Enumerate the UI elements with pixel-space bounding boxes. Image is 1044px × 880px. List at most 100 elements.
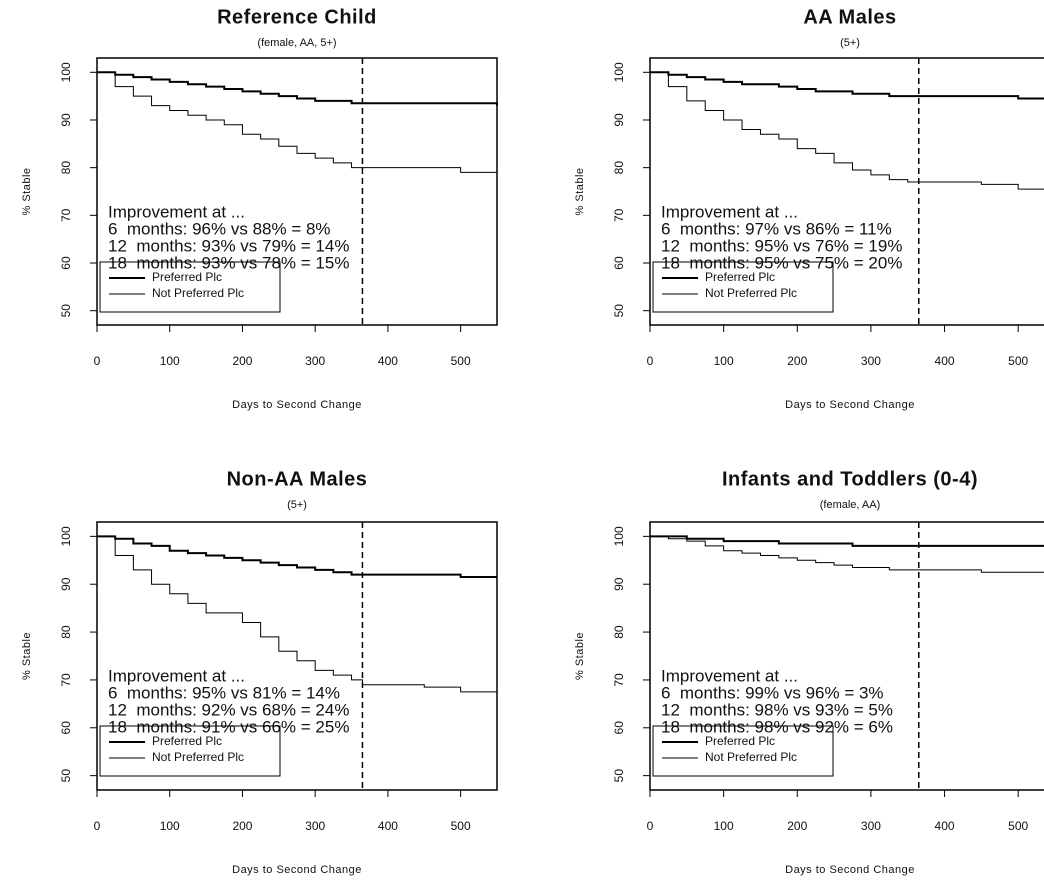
annotation: 18 months: 93% vs 78% = 15%: [108, 253, 349, 272]
x-tick-label: 0: [94, 354, 101, 368]
legend-label: Preferred Plc: [152, 734, 222, 748]
x-tick-label: 500: [451, 819, 471, 833]
legend-box: [652, 261, 834, 313]
survival-curve: [97, 71, 497, 173]
plot-frame: [649, 57, 1044, 326]
y-tick-label: 60: [59, 256, 73, 270]
annotation: 12 months: 92% vs 68% = 24%: [108, 700, 349, 719]
chart-title: Non-AA Males: [227, 468, 368, 490]
legend-label: Not Preferred Plc: [705, 286, 797, 300]
legend-label: Preferred Plc: [705, 270, 775, 284]
x-tick-label: 200: [787, 354, 807, 368]
legend-box: [99, 261, 281, 313]
annotation: 12 months: 93% vs 79% = 14%: [108, 236, 349, 255]
plot-frame: [649, 521, 1044, 791]
y-tick-label: 90: [59, 577, 73, 591]
chart-title: AA Males: [803, 6, 896, 28]
legend-label: Not Preferred Plc: [705, 750, 797, 764]
y-tick-label: 100: [59, 62, 73, 82]
y-tick-label: 90: [59, 113, 73, 127]
x-tick-label: 300: [305, 354, 325, 368]
legend-label: Not Preferred Plc: [152, 286, 244, 300]
x-tick-label: 400: [935, 819, 955, 833]
survival-curve: [97, 535, 498, 695]
annotation: 12 months: 98% vs 93% = 5%: [661, 700, 893, 719]
y-tick-label: 80: [612, 625, 626, 639]
x-tick-label: 300: [861, 354, 881, 368]
x-tick-label: 500: [451, 354, 471, 368]
chart-subtitle: (female, AA, 5+): [257, 37, 336, 49]
chart-subtitle: (5+): [287, 499, 307, 511]
plot-frame: [96, 521, 498, 791]
survival-curve: [97, 535, 497, 579]
x-tick-label: 200: [232, 819, 252, 833]
x-tick-label: 400: [378, 819, 398, 833]
legend-label: Preferred Plc: [705, 734, 775, 748]
legend-label: Preferred Plc: [152, 270, 222, 284]
annotation: Improvement at ...: [661, 666, 798, 685]
y-axis-label: % Stable: [21, 632, 33, 680]
panel: Non-AA Males (5+) 50 60 70 80 90 100 0 100 200 300 4…: [21, 468, 498, 876]
x-axis-label: Days to Second Change: [232, 399, 362, 411]
y-tick-label: 100: [612, 62, 626, 82]
y-tick-label: 50: [612, 769, 626, 783]
panel: AA Males (5+) 50 60 70 80 90 100 0 100 200 300 400 50…: [574, 6, 1044, 411]
annotation: 18 months: 91% vs 66% = 25%: [108, 717, 349, 736]
y-tick-label: 50: [59, 304, 73, 318]
y-tick-label: 100: [612, 526, 626, 546]
y-tick-label: 80: [612, 161, 626, 175]
legend-box: [99, 725, 281, 777]
y-tick-label: 80: [59, 625, 73, 639]
y-tick-label: 70: [59, 208, 73, 222]
x-axis-label: Days to Second Change: [785, 399, 915, 411]
y-tick-label: 100: [59, 526, 73, 546]
chart-subtitle: (female, AA): [820, 499, 881, 511]
annotation: 6 months: 97% vs 86% = 11%: [661, 219, 892, 238]
annotation: Improvement at ...: [108, 202, 245, 221]
x-tick-label: 500: [1008, 354, 1028, 368]
x-tick-label: 100: [160, 354, 180, 368]
y-tick-label: 50: [59, 769, 73, 783]
y-tick-label: 70: [59, 673, 73, 687]
chart-subtitle: (5+): [840, 37, 860, 49]
x-tick-label: 100: [160, 819, 180, 833]
chart-title: Infants and Toddlers (0-4): [722, 468, 978, 490]
x-tick-label: 200: [232, 354, 252, 368]
x-axis-label: Days to Second Change: [232, 864, 362, 876]
survival-curve: [650, 71, 1044, 100]
y-axis-label: % Stable: [21, 167, 33, 215]
legend-label: Not Preferred Plc: [152, 750, 244, 764]
x-tick-label: 0: [647, 819, 654, 833]
y-tick-label: 60: [612, 721, 626, 735]
x-tick-label: 0: [647, 354, 654, 368]
annotation: 18 months: 95% vs 75% = 20%: [661, 253, 902, 272]
chart-title: Reference Child: [217, 6, 377, 28]
legend-box: [652, 725, 834, 777]
y-axis-label: % Stable: [574, 167, 586, 215]
y-tick-label: 60: [612, 256, 626, 270]
annotation: Improvement at ...: [108, 666, 245, 685]
x-tick-label: 400: [378, 354, 398, 368]
x-tick-label: 100: [714, 354, 734, 368]
y-tick-label: 70: [612, 208, 626, 222]
y-tick-label: 80: [59, 161, 73, 175]
annotation: 12 months: 95% vs 76% = 19%: [661, 236, 902, 255]
x-tick-label: 500: [1008, 819, 1028, 833]
y-tick-label: 90: [612, 113, 626, 127]
x-tick-label: 200: [787, 819, 807, 833]
survival-curve: [97, 71, 498, 106]
annotation: 6 months: 99% vs 96% = 3%: [661, 683, 884, 702]
x-tick-label: 300: [861, 819, 881, 833]
x-tick-label: 400: [935, 354, 955, 368]
annotation: 6 months: 95% vs 81% = 14%: [108, 683, 340, 702]
survival-curve: [650, 71, 1044, 190]
annotation: 6 months: 96% vs 88% = 8%: [108, 219, 331, 238]
survival-curve: [650, 535, 1044, 547]
x-tick-label: 300: [305, 819, 325, 833]
plot-frame: [96, 57, 498, 326]
y-tick-label: 60: [59, 721, 73, 735]
x-tick-label: 100: [714, 819, 734, 833]
y-tick-label: 70: [612, 673, 626, 687]
x-tick-label: 0: [94, 819, 101, 833]
